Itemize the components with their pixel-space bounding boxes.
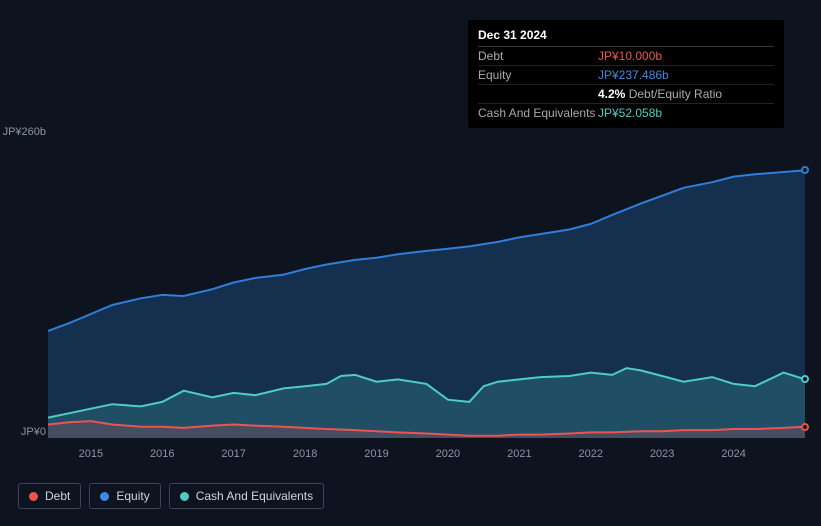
tooltip-row-value: JP¥237.486b [598, 68, 669, 82]
x-axis: 2015 2016 2017 2018 2019 2020 2021 2022 2023 2024 [48, 448, 805, 464]
x-tick-label: 2020 [436, 448, 460, 460]
x-tick-label: 2018 [293, 448, 317, 460]
legend-item[interactable]: Debt [18, 483, 81, 509]
tooltip-row-label [478, 87, 598, 101]
legend-label: Cash And Equivalents [196, 489, 313, 503]
x-tick-label: 2024 [721, 448, 745, 460]
chart-plot-area [48, 145, 805, 438]
legend-item[interactable]: Cash And Equivalents [169, 483, 324, 509]
x-tick-label: 2017 [221, 448, 245, 460]
legend-dot-icon [180, 492, 189, 501]
tooltip-row-value: JP¥10.000b [598, 49, 662, 63]
chart-legend: Debt Equity Cash And Equivalents [18, 483, 324, 509]
x-tick-label: 2019 [364, 448, 388, 460]
x-tick-label: 2015 [79, 448, 103, 460]
chart-tooltip: Dec 31 2024 DebtJP¥10.000bEquityJP¥237.4… [468, 20, 784, 128]
x-tick-label: 2022 [579, 448, 603, 460]
legend-dot-icon [29, 492, 38, 501]
tooltip-row-value: 4.2% Debt/Equity Ratio [598, 87, 722, 101]
x-tick-label: 2021 [507, 448, 531, 460]
y-axis-min-label: JP¥0 [2, 426, 46, 438]
tooltip-row-label: Cash And Equivalents [478, 106, 598, 120]
legend-label: Equity [116, 489, 149, 503]
tooltip-row-label: Debt [478, 49, 598, 63]
y-axis-max-label: JP¥260b [2, 126, 46, 138]
cash-end-marker [801, 375, 809, 383]
legend-label: Debt [45, 489, 70, 503]
tooltip-row-value: JP¥52.058b [598, 106, 662, 120]
chart-svg [48, 145, 805, 438]
tooltip-row: Cash And EquivalentsJP¥52.058b [478, 104, 774, 122]
tooltip-row-label: Equity [478, 68, 598, 82]
tooltip-row: 4.2% Debt/Equity Ratio [478, 85, 774, 104]
tooltip-row: EquityJP¥237.486b [478, 66, 774, 85]
tooltip-row: DebtJP¥10.000b [478, 47, 774, 66]
tooltip-date: Dec 31 2024 [478, 26, 774, 47]
equity-end-marker [801, 166, 809, 174]
debt-end-marker [801, 423, 809, 431]
x-tick-label: 2023 [650, 448, 674, 460]
x-tick-label: 2016 [150, 448, 174, 460]
legend-dot-icon [100, 492, 109, 501]
legend-item[interactable]: Equity [89, 483, 160, 509]
